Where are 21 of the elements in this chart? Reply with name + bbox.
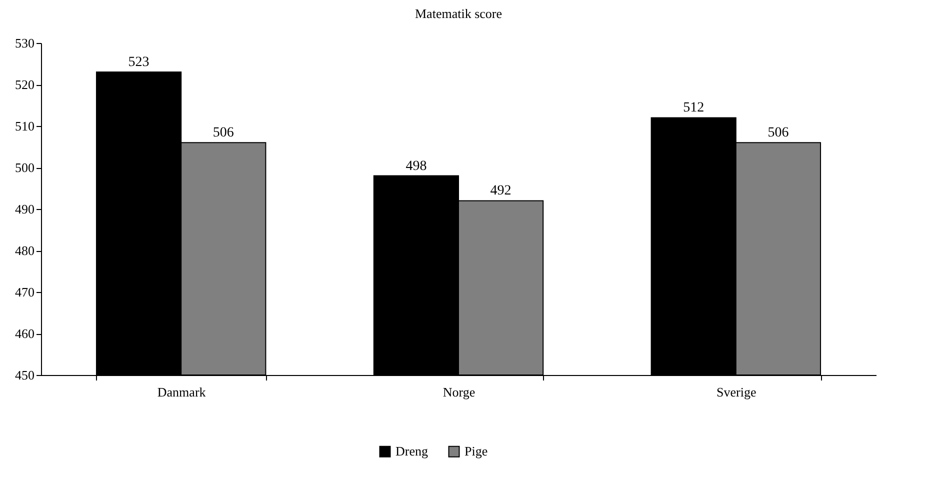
y-tick-label: 460 [15,326,34,341]
x-tick-label: Norge [442,384,476,400]
legend-label: Dreng [396,444,428,459]
data-label: 512 [683,100,704,116]
data-label: 506 [768,126,789,141]
y-tick-label: 480 [15,243,34,258]
data-label: 523 [128,55,150,70]
data-label: 498 [406,158,427,174]
data-label: 492 [490,184,512,199]
y-tick-label: 500 [15,160,34,175]
y-tick-label: 530 [15,36,34,50]
legend-label: Pige [464,444,488,459]
y-tick-label: 490 [15,202,34,216]
y-tick-label: 520 [15,77,34,92]
x-tick-label: Sverige [716,384,756,400]
y-tick-label: 470 [15,284,34,300]
y-tick-label: 510 [15,118,34,134]
x-tick-label: Danmark [157,384,206,400]
data-label: 506 [212,126,234,141]
chart-title: Matematik score [415,6,502,21]
y-tick-label: 450 [15,368,34,382]
